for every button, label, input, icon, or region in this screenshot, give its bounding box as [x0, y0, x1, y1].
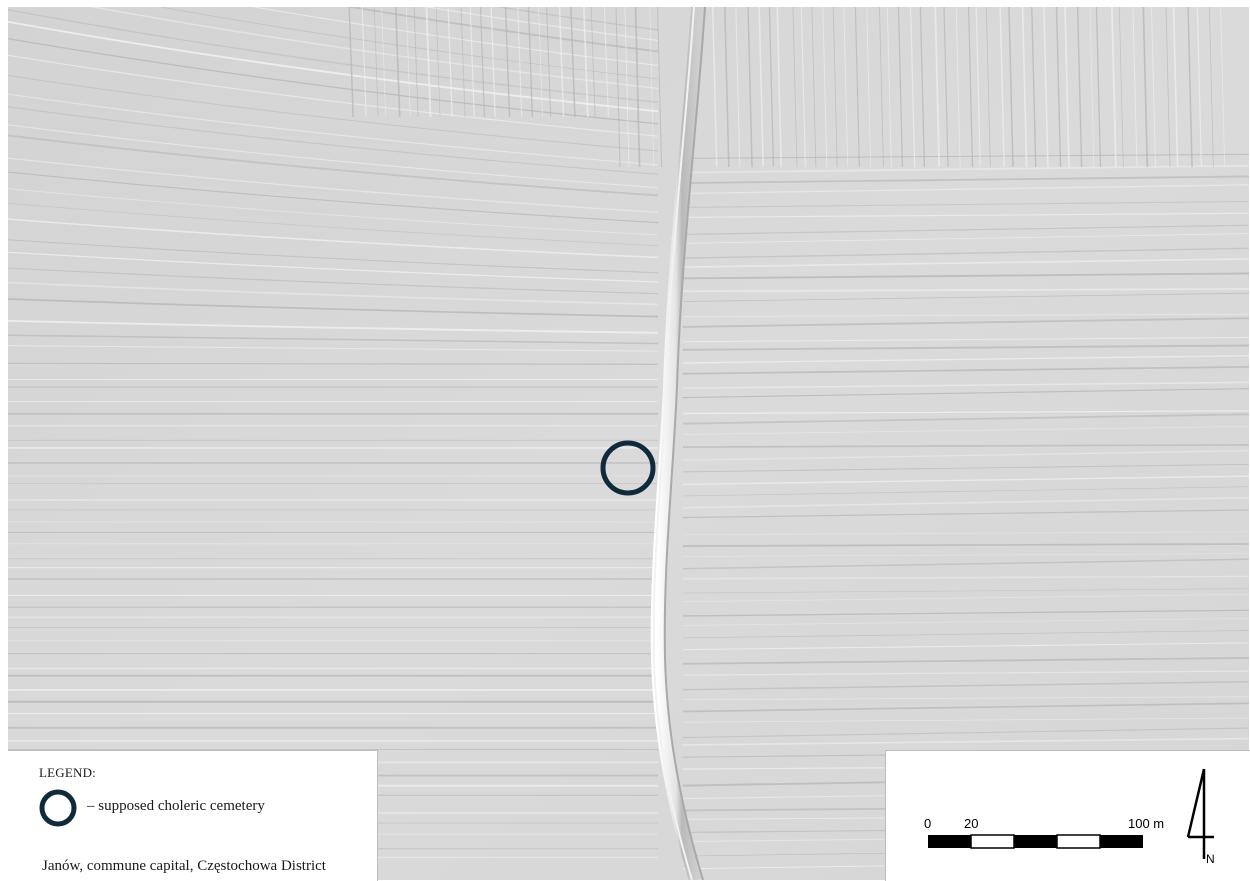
cemetery-marker: [600, 440, 656, 496]
north-label: N: [1206, 852, 1215, 866]
scale-label-20: 20: [964, 816, 978, 831]
north-arrow-icon: [1186, 768, 1214, 859]
scale-segment: [1014, 835, 1057, 848]
scale-segment: [970, 834, 1015, 849]
legend-title: LEGEND:: [39, 765, 96, 780]
legend-panel: LEGEND: – supposed choleric cemetery Jan…: [8, 750, 378, 881]
scale-segment: [928, 835, 971, 848]
scale-segment: [1056, 834, 1101, 849]
scale-segment: [1100, 835, 1143, 848]
scale-label-100: 100 m: [1128, 816, 1164, 831]
scale-bar: [928, 834, 1143, 849]
scale-panel: 0 20 100 m N: [885, 750, 1250, 881]
location-caption: Janów, commune capital, Częstochowa Dist…: [42, 858, 326, 874]
scale-label-0: 0: [924, 816, 931, 831]
circle-outline-icon: [39, 789, 77, 827]
legend-item-label: – supposed choleric cemetery: [87, 798, 265, 814]
road: [650, 7, 705, 880]
field-vertical-stripes: [348, 7, 1226, 168]
